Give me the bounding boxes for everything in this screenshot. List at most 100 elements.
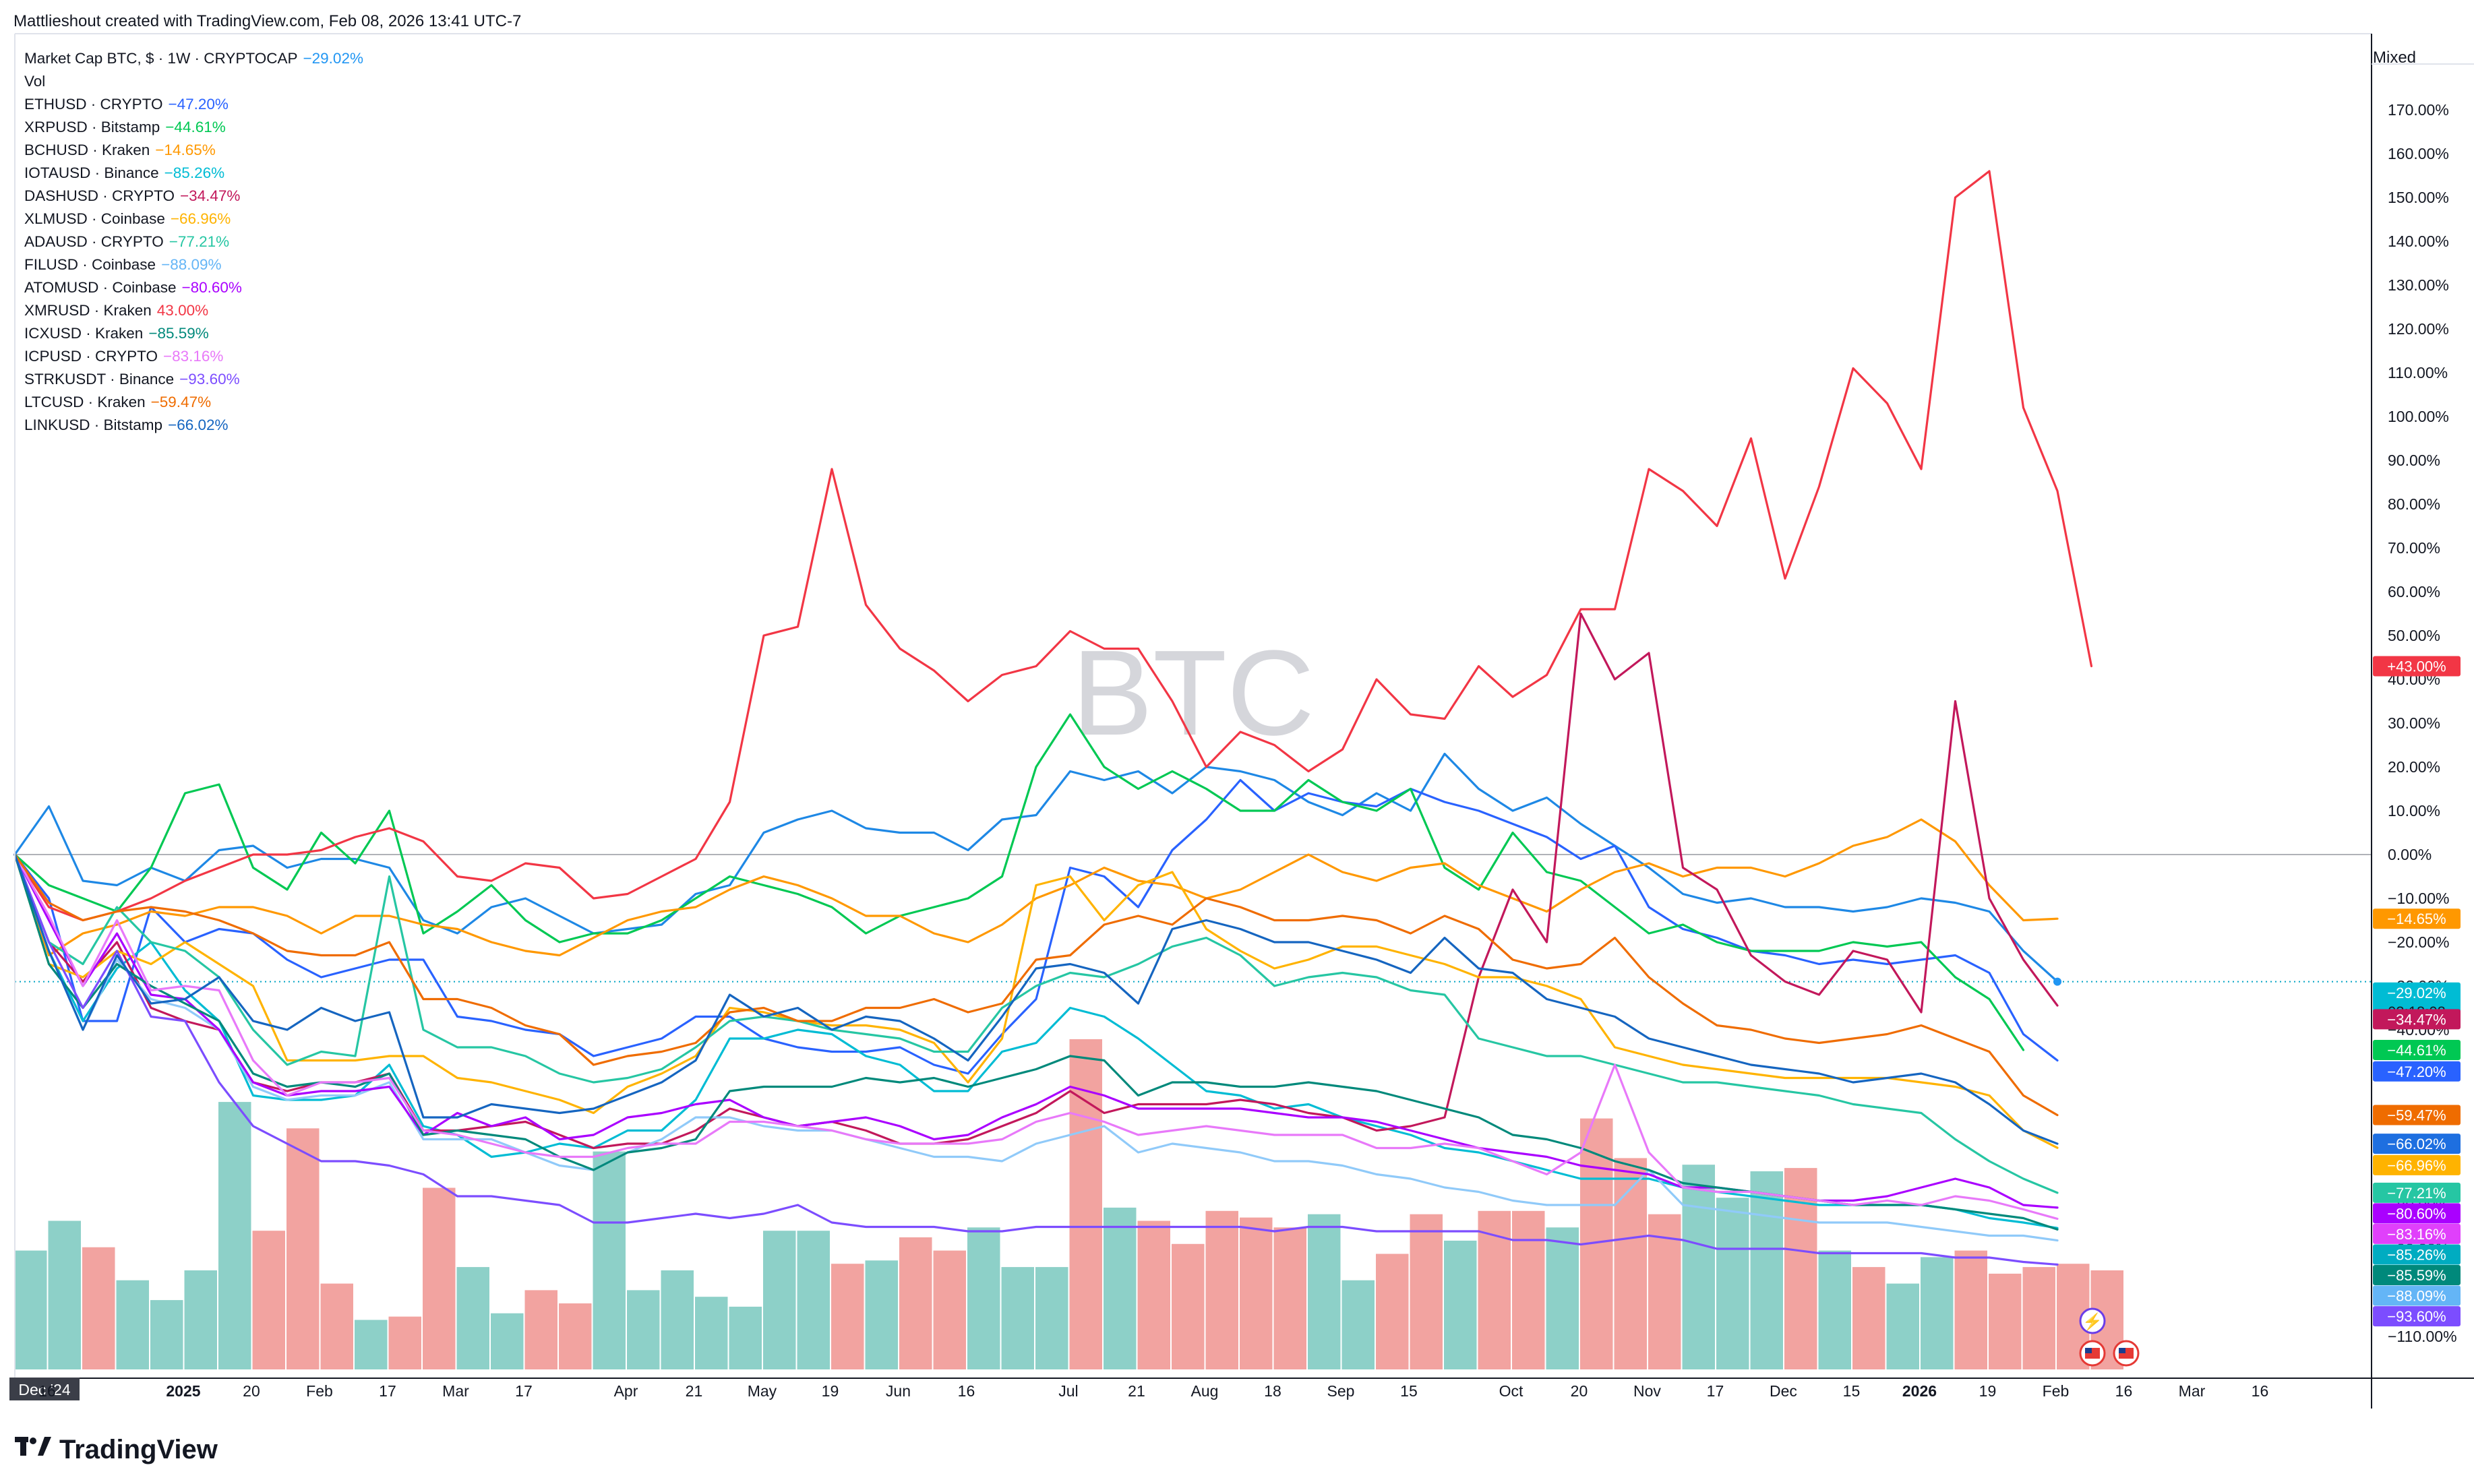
- x-tick-label: Jun: [886, 1382, 911, 1400]
- price-tag: [2373, 1223, 2461, 1244]
- legend-row[interactable]: STRKUSDT · Binance −93.60%: [24, 368, 363, 391]
- legend-change: −29.02%: [303, 50, 363, 67]
- legend-row[interactable]: ETHUSD · CRYPTO −47.20%: [24, 93, 363, 116]
- volume-bar: [1444, 1240, 1477, 1369]
- volume-bar: [150, 1300, 183, 1369]
- legend-row[interactable]: XMRUSD · Kraken 43.00%: [24, 299, 363, 322]
- x-tick-label: 17: [379, 1382, 396, 1400]
- series-line: [13, 853, 2059, 1220]
- x-tick-label: 20: [1571, 1382, 1588, 1400]
- x-tick-label: Feb: [306, 1382, 333, 1400]
- price-tags: +43.00%−14.65%−29.02%03:18:08−34.47%−44.…: [2373, 656, 2461, 1327]
- legend-symbol: XMRUSD · Kraken: [24, 302, 152, 319]
- legend-row[interactable]: ICPUSD · CRYPTO −83.16%: [24, 345, 363, 368]
- y-tick-label: 150.00%: [2388, 189, 2449, 206]
- tradingview-brand[interactable]: TradingView: [15, 1434, 218, 1465]
- legend-change: −77.21%: [169, 233, 230, 250]
- volume-bar: [797, 1231, 830, 1369]
- chart-event-icons: ⚡: [2079, 1307, 2140, 1367]
- legend-row[interactable]: IOTAUSD · Binance −85.26%: [24, 162, 363, 185]
- series-line: [13, 612, 2059, 1150]
- price-tag-label: −93.60%: [2387, 1308, 2446, 1325]
- volume-bar: [831, 1264, 864, 1369]
- x-tick-label: Feb: [2043, 1382, 2070, 1400]
- y-tick-label: 80.00%: [2388, 495, 2440, 513]
- x-tick-label: 19: [1979, 1382, 1997, 1400]
- chart-credit: Mattlieshout created with TradingView.co…: [13, 12, 522, 30]
- legend-symbol: ADAUSD · CRYPTO: [24, 233, 164, 250]
- y-tick-label: 30.00%: [2388, 714, 2440, 732]
- price-tag-label: −66.96%: [2387, 1157, 2446, 1174]
- legend-row[interactable]: ATOMUSD · Coinbase −80.60%: [24, 276, 363, 299]
- x-tick-label: Apr: [614, 1382, 638, 1400]
- y-tick-label: 160.00%: [2388, 145, 2449, 162]
- price-tag-label: −47.20%: [2387, 1063, 2446, 1080]
- legend-change: −66.96%: [170, 210, 231, 227]
- legend-row[interactable]: Vol: [24, 70, 363, 93]
- y-tick-label: 110.00%: [2388, 364, 2448, 381]
- y-tick-label: 130.00%: [2388, 276, 2449, 294]
- crosshair-date-box: [9, 1378, 80, 1400]
- legend-symbol: IOTAUSD · Binance: [24, 164, 159, 181]
- legend-row[interactable]: ICXUSD · Kraken −85.59%: [24, 322, 363, 345]
- volume-bar: [899, 1237, 932, 1369]
- x-tick-label: 20: [243, 1382, 260, 1400]
- volume-bar: [320, 1283, 353, 1369]
- legend-row[interactable]: XRPUSD · Bitstamp −44.61%: [24, 116, 363, 139]
- legend-change: −83.16%: [162, 348, 224, 365]
- volume-bar: [1989, 1273, 2022, 1369]
- legend-row[interactable]: BCHUSD · Kraken −14.65%: [24, 139, 363, 162]
- volume-bar: [184, 1270, 217, 1369]
- price-tag: [2373, 1009, 2461, 1030]
- volume-bar: [1137, 1220, 1170, 1369]
- legend-symbol: BCHUSD · Kraken: [24, 142, 150, 158]
- legend-row[interactable]: LTCUSD · Kraken −59.47%: [24, 391, 363, 414]
- scale-mode-button[interactable]: Mixed: [2373, 49, 2417, 67]
- x-tick-label: Oct: [1499, 1382, 1523, 1400]
- grid-layer: [15, 854, 2372, 983]
- legend-change: −34.47%: [179, 187, 241, 204]
- y-tick-label: 50.00%: [2388, 627, 2440, 644]
- volume-bar: [2022, 1267, 2055, 1369]
- volume-bar: [423, 1187, 456, 1369]
- volume-bar: [1921, 1257, 1954, 1369]
- series-line: [13, 778, 2059, 1075]
- volume-bar: [1172, 1243, 1205, 1369]
- legend-symbol: STRKUSDT · Binance: [24, 371, 175, 388]
- volume-bar: [524, 1290, 557, 1369]
- y-tick-label: 70.00%: [2388, 539, 2440, 557]
- volume-bar: [1001, 1267, 1034, 1369]
- legend-row[interactable]: ADAUSD · CRYPTO −77.21%: [24, 230, 363, 253]
- price-tag-label: −59.47%: [2387, 1107, 2446, 1124]
- legend-symbol: Market Cap BTC, $ · 1W · CRYPTOCAP: [24, 50, 298, 67]
- legend-row[interactable]: Market Cap BTC, $ · 1W · CRYPTOCAP −29.02…: [24, 47, 363, 70]
- volume-bar: [218, 1102, 251, 1369]
- legend-symbol: ETHUSD · CRYPTO: [24, 96, 163, 113]
- series-line: [13, 752, 2059, 983]
- price-tag-label: −29.02%: [2387, 985, 2446, 1001]
- volume-bar: [1273, 1227, 1306, 1369]
- legend-row[interactable]: FILUSD · Coinbase −88.09%: [24, 253, 363, 276]
- price-tag: [2373, 1039, 2461, 1060]
- legend-row[interactable]: XLMUSD · Coinbase −66.96%: [24, 208, 363, 230]
- volume-bar: [491, 1313, 524, 1369]
- x-tick-label: 17: [515, 1382, 533, 1400]
- y-tick-label: 100.00%: [2388, 408, 2449, 425]
- price-tag-label: −44.61%: [2387, 1042, 2446, 1059]
- volume-bar: [1546, 1227, 1579, 1369]
- legend-change: −66.02%: [168, 416, 229, 433]
- legend-row[interactable]: DASHUSD · CRYPTO −34.47%: [24, 185, 363, 208]
- legend-symbol: Vol: [24, 73, 46, 90]
- series-line: [13, 853, 2059, 1231]
- x-tick-label: 16: [38, 1382, 56, 1400]
- x-tick-label: 18: [1264, 1382, 1281, 1400]
- price-tag-label: −85.26%: [2387, 1246, 2446, 1263]
- tradingview-wordmark: TradingView: [59, 1434, 218, 1464]
- volume-bar: [967, 1227, 1000, 1369]
- price-tag: [2373, 1154, 2461, 1175]
- legend-row[interactable]: LINKUSD · Bitstamp −66.02%: [24, 414, 363, 437]
- volume-bar: [1376, 1254, 1409, 1369]
- y-tick-label: −20.00%: [2388, 933, 2449, 951]
